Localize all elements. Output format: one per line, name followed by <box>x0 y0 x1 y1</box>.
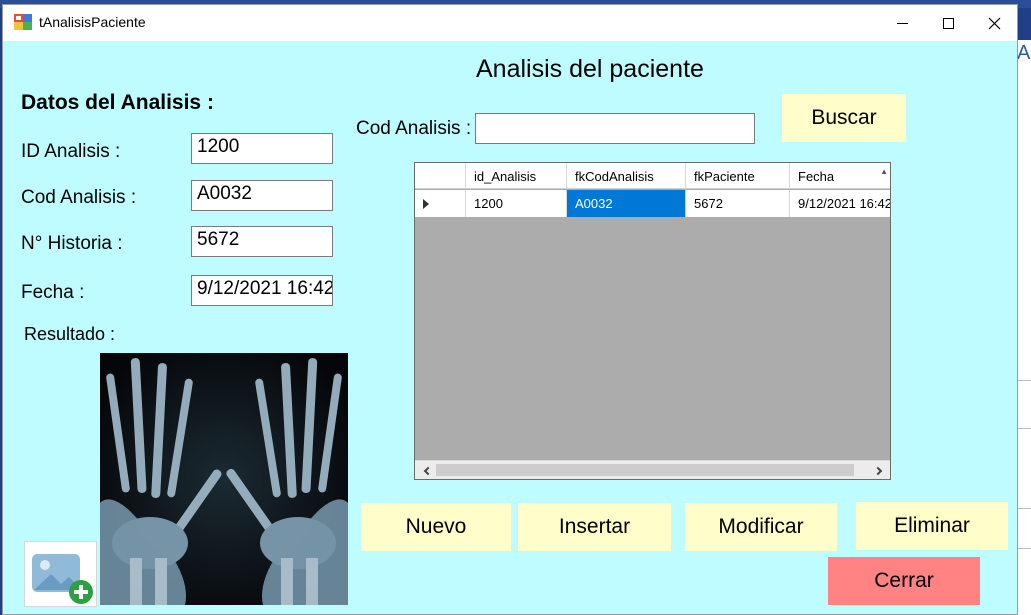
window-title: tAnalisisPaciente <box>39 14 146 30</box>
column-header-id-analisis[interactable]: id_Analisis <box>466 163 567 188</box>
cell-fk-paciente[interactable]: 5672 <box>686 190 790 217</box>
add-image-button[interactable] <box>24 541 97 607</box>
cod-analisis-label: Cod Analisis : <box>21 187 137 208</box>
scroll-thumb[interactable] <box>436 464 854 476</box>
column-header-fk-paciente[interactable]: fkPaciente <box>686 163 790 188</box>
cell-fk-cod-analisis[interactable]: A0032 <box>567 190 686 217</box>
close-icon <box>988 17 1000 29</box>
background-divider <box>1011 428 1031 429</box>
grid-header: id_Analisis fkCodAnalisis fkPaciente Fec… <box>415 163 890 189</box>
search-label: Cod Analisis : <box>356 118 472 139</box>
cell-id-analisis[interactable]: 1200 <box>466 190 567 217</box>
resultado-image <box>100 353 348 605</box>
background-divider <box>1011 380 1031 381</box>
cerrar-button[interactable]: Cerrar <box>828 557 980 605</box>
eliminar-button[interactable]: Eliminar <box>856 502 1008 550</box>
maximize-icon <box>942 17 954 29</box>
analisis-window: tAnalisisPaciente Analisis del paciente … <box>2 4 1018 615</box>
close-window-button[interactable] <box>971 5 1017 41</box>
horizontal-scrollbar[interactable] <box>415 460 890 479</box>
historia-field[interactable]: 5672 <box>191 226 333 257</box>
fecha-field[interactable]: 9/12/2021 16:42 <box>191 275 333 306</box>
grid-corner-header <box>415 163 466 188</box>
xray-hands-image <box>100 353 348 605</box>
background-glyph: A <box>1017 42 1031 64</box>
form-content: Analisis del paciente Datos del Analisis… <box>3 41 1017 614</box>
modificar-button[interactable]: Modificar <box>685 503 837 551</box>
id-analisis-label: ID Analisis : <box>21 141 121 162</box>
column-header-fecha[interactable]: Fecha <box>798 169 835 184</box>
row-header[interactable] <box>415 190 466 217</box>
historia-label: N° Historia : <box>21 233 123 254</box>
nuevo-button[interactable]: Nuevo <box>361 503 511 551</box>
row-pointer-icon <box>423 199 429 209</box>
column-header-fk-cod-analisis[interactable]: fkCodAnalisis <box>567 163 686 188</box>
add-image-icon <box>32 554 93 604</box>
scroll-left-button[interactable] <box>417 461 435 479</box>
sort-up-icon: ▲ <box>880 167 888 176</box>
background-divider <box>1011 508 1031 509</box>
id-analisis-field[interactable]: 1200 <box>191 133 333 164</box>
page-title: Analisis del paciente <box>476 55 704 83</box>
table-row[interactable]: 1200 A0032 5672 9/12/2021 16:42 <box>415 190 890 217</box>
buscar-button[interactable]: Buscar <box>782 94 906 142</box>
minimize-icon <box>896 22 908 24</box>
chevron-right-icon <box>873 466 882 475</box>
resultado-label: Resultado : <box>24 324 116 344</box>
minimize-button[interactable] <box>879 5 925 41</box>
search-input[interactable] <box>475 113 755 144</box>
analisis-grid[interactable]: id_Analisis fkCodAnalisis fkPaciente Fec… <box>414 162 891 480</box>
scroll-right-button[interactable] <box>870 461 888 479</box>
background-divider <box>1011 548 1031 549</box>
cell-fecha[interactable]: 9/12/2021 16:42 <box>798 196 890 211</box>
app-icon <box>14 14 32 30</box>
maximize-button[interactable] <box>925 5 971 41</box>
insertar-button[interactable]: Insertar <box>518 503 671 551</box>
cod-analisis-field[interactable]: A0032 <box>191 180 333 211</box>
fecha-label: Fecha : <box>21 282 85 303</box>
chevron-left-icon <box>423 466 432 475</box>
form-heading: Datos del Analisis : <box>21 91 214 114</box>
title-bar[interactable]: tAnalisisPaciente <box>3 5 1017 41</box>
